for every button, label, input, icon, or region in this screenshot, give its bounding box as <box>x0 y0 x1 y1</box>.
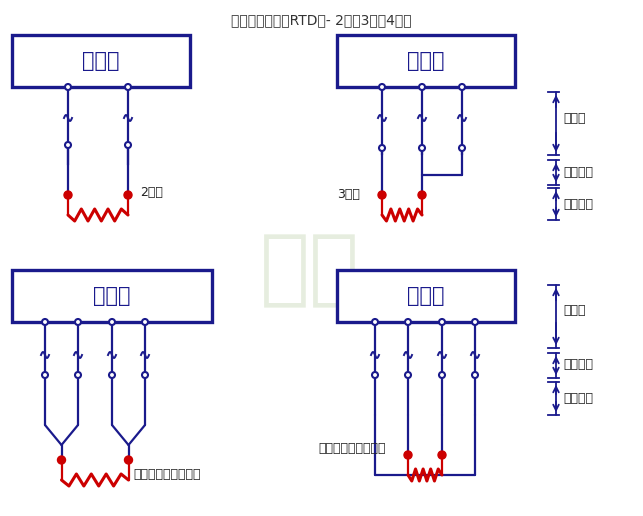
Text: 变送器: 变送器 <box>407 51 445 71</box>
Bar <box>337 270 515 322</box>
Circle shape <box>439 319 445 325</box>
Text: 2线制: 2线制 <box>140 185 163 199</box>
Circle shape <box>57 456 66 464</box>
Circle shape <box>65 84 71 90</box>
Text: 热电阻传感器（RTD）- 2线、3线、4线制: 热电阻传感器（RTD）- 2线、3线、4线制 <box>231 13 412 27</box>
Circle shape <box>472 319 478 325</box>
Circle shape <box>419 145 425 151</box>
Text: 电阻元件: 电阻元件 <box>563 198 593 211</box>
Circle shape <box>65 142 71 148</box>
Circle shape <box>125 84 131 90</box>
Circle shape <box>419 84 425 90</box>
Text: 电阻元件: 电阻元件 <box>563 392 593 405</box>
Circle shape <box>379 145 385 151</box>
Text: 四线制没有补偿回路: 四线制没有补偿回路 <box>318 442 386 455</box>
Bar <box>12 35 190 87</box>
Circle shape <box>459 84 465 90</box>
Circle shape <box>75 372 81 378</box>
Circle shape <box>405 319 411 325</box>
Text: 铜导线: 铜导线 <box>563 303 586 316</box>
Circle shape <box>109 319 115 325</box>
Circle shape <box>405 372 411 378</box>
Text: 3线制: 3线制 <box>337 188 360 202</box>
Circle shape <box>109 372 115 378</box>
Circle shape <box>42 372 48 378</box>
Circle shape <box>75 319 81 325</box>
Circle shape <box>124 191 132 199</box>
Circle shape <box>142 319 148 325</box>
Circle shape <box>459 145 465 151</box>
Circle shape <box>472 372 478 378</box>
Text: 内部导线: 内部导线 <box>563 359 593 372</box>
Bar <box>337 35 515 87</box>
Circle shape <box>418 191 426 199</box>
Circle shape <box>125 456 132 464</box>
Circle shape <box>42 319 48 325</box>
Circle shape <box>125 142 131 148</box>
Circle shape <box>64 191 72 199</box>
Text: 四线制有配对端子线: 四线制有配对端子线 <box>134 467 201 480</box>
Circle shape <box>372 319 378 325</box>
Text: 内部导线: 内部导线 <box>563 166 593 179</box>
Circle shape <box>142 372 148 378</box>
Text: 变送器: 变送器 <box>407 286 445 306</box>
Text: 变送器: 变送器 <box>82 51 120 71</box>
Circle shape <box>378 191 386 199</box>
Text: 铜导线: 铜导线 <box>563 111 586 124</box>
Text: 变送器: 变送器 <box>93 286 131 306</box>
Circle shape <box>404 451 412 459</box>
Circle shape <box>372 372 378 378</box>
Circle shape <box>439 372 445 378</box>
Text: 维连: 维连 <box>260 230 360 311</box>
Bar <box>12 270 212 322</box>
Circle shape <box>379 84 385 90</box>
Circle shape <box>438 451 446 459</box>
